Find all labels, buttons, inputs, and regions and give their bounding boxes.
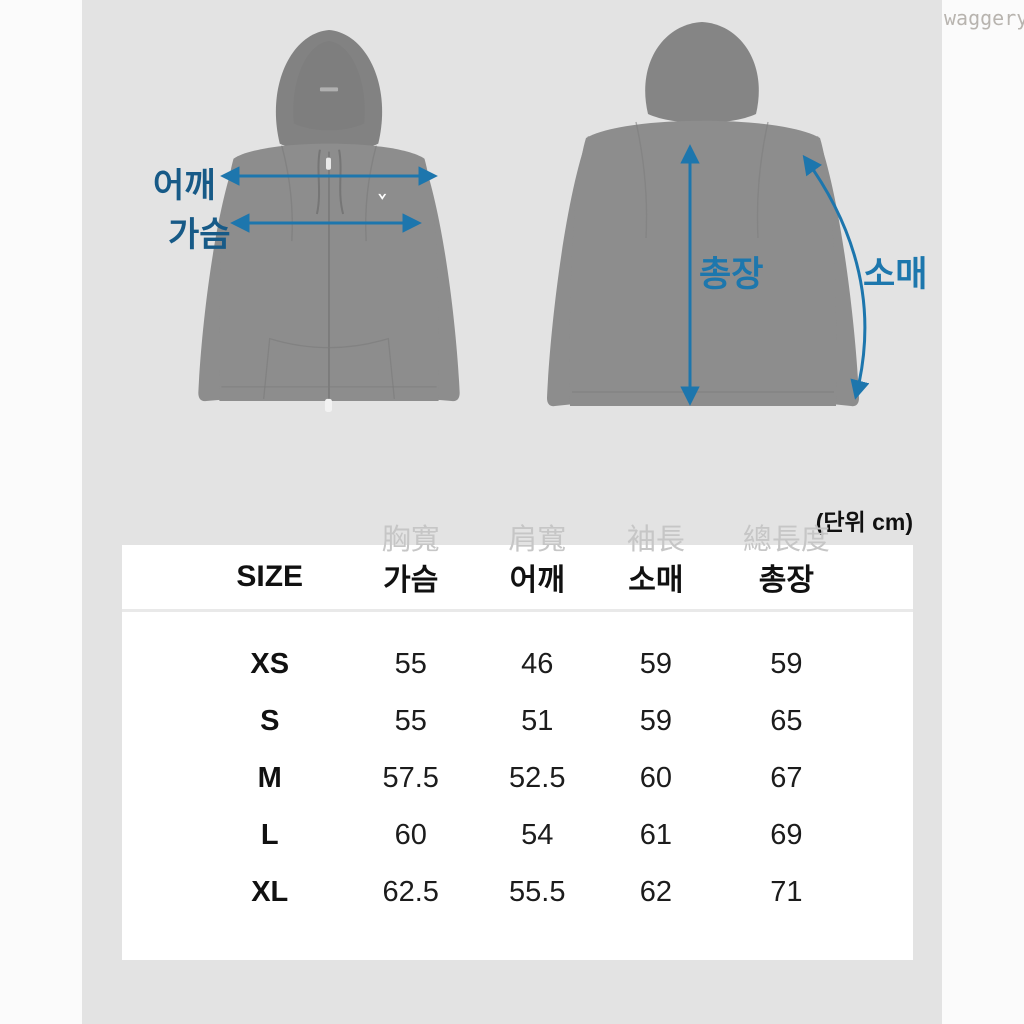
row-sleeve: 62: [639, 876, 673, 908]
chest-logo: [378, 193, 387, 200]
sleeve-label: 소매: [863, 255, 928, 294]
table-row-s: S 55 51 59 65: [122, 693, 913, 750]
row-shoulder: 54: [521, 819, 554, 851]
unit-note: (단위 cm): [815, 509, 913, 535]
row-sleeve: 59: [639, 705, 673, 737]
row-length: 71: [770, 876, 803, 908]
hoodie-front-illustration: [198, 30, 460, 412]
length-label: 총장: [699, 255, 764, 294]
row-shoulder: 52.5: [509, 762, 566, 794]
row-chest: 57.5: [382, 762, 439, 794]
row-length: 59: [770, 648, 803, 680]
size-table-body: XS 55 46 59 59 S 55 51 59 65 M 57.5 52.5…: [122, 636, 913, 921]
row-length: 65: [770, 705, 803, 737]
header-size: SIZE: [236, 560, 304, 593]
row-sleeve: 59: [639, 648, 673, 680]
size-table: SIZE 가슴 어깨 소매 총장 XS 55 46 59 59 S 55 51 …: [122, 545, 913, 960]
hood-label: [319, 87, 339, 92]
row-length: 67: [770, 762, 803, 794]
hoodie-back-illustration: [547, 22, 859, 407]
table-row-xs: XS 55 46 59 59: [122, 636, 913, 693]
header-length: 총장: [758, 564, 814, 597]
row-sleeve: 60: [639, 762, 673, 794]
chest-label: 가슴: [168, 216, 231, 254]
row-length: 69: [770, 819, 803, 851]
row-chest: 62.5: [382, 876, 439, 908]
row-size: M: [257, 762, 282, 794]
row-chest: 55: [394, 705, 427, 737]
row-size: S: [260, 705, 280, 737]
shoulder-label: 어깨: [153, 167, 216, 205]
watermark-text: waggery: [944, 6, 1024, 30]
row-size: XL: [251, 876, 289, 908]
header-sleeve: 소매: [628, 564, 684, 597]
row-shoulder: 51: [521, 705, 554, 737]
hoodie-back-silhouette: [547, 22, 859, 407]
header-chest: 가슴: [383, 564, 439, 597]
header-divider: [122, 609, 913, 612]
zipper-top: [325, 157, 332, 170]
row-size: XS: [250, 648, 290, 680]
size-table-header: SIZE 가슴 어깨 소매 총장: [122, 545, 913, 609]
row-chest: 55: [394, 648, 427, 680]
row-shoulder: 55.5: [509, 876, 566, 908]
row-chest: 60: [394, 819, 427, 851]
table-row-l: L 60 54 61 69: [122, 807, 913, 864]
row-size: L: [260, 819, 279, 851]
table-row-m: M 57.5 52.5 60 67: [122, 750, 913, 807]
hoodie-front-silhouette: [198, 30, 460, 412]
zipper-pull: [324, 398, 333, 412]
table-row-xl: XL 62.5 55.5 62 71: [122, 864, 913, 921]
row-sleeve: 61: [639, 819, 673, 851]
header-shoulder: 어깨: [509, 564, 565, 597]
row-shoulder: 46: [521, 648, 554, 680]
